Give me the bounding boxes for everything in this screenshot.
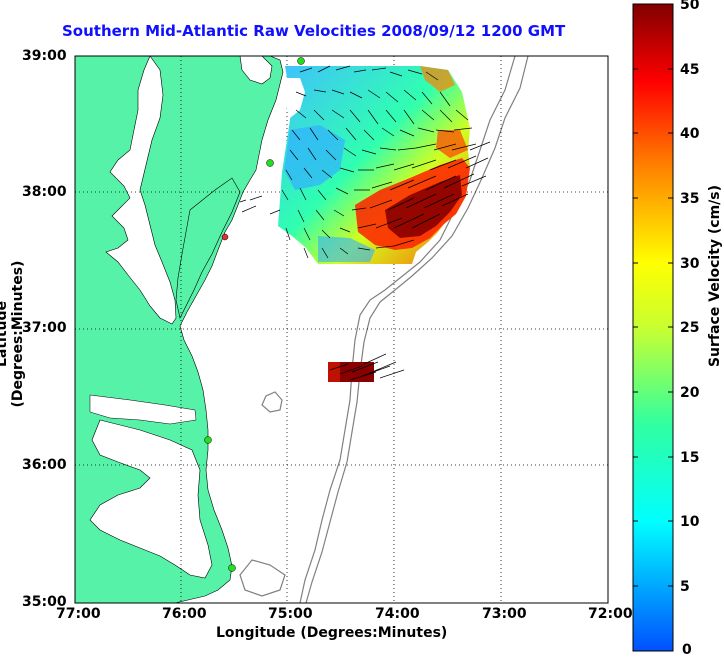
grid-lines <box>75 56 608 603</box>
y-axis-label: Latitude (Degrees:Minutes) <box>0 260 26 408</box>
colorbar-tick-label: 30 <box>680 256 700 272</box>
velocity-field-north <box>278 66 470 264</box>
colorbar-tick-label: 0 <box>682 642 692 658</box>
x-tick-label: 73:00 <box>482 606 527 622</box>
radar-site-active <box>228 564 236 572</box>
radar-site-active <box>204 436 212 444</box>
vector-field-south <box>329 353 405 381</box>
y-tick-label: 39:00 <box>22 48 67 64</box>
x-tick-label: 75:00 <box>268 606 313 622</box>
x-tick-label: 76:00 <box>162 606 207 622</box>
x-tick-label: 77:00 <box>56 606 101 622</box>
y-tick-label: 38:00 <box>22 184 67 200</box>
colorbar-ticks <box>633 3 673 587</box>
colorbar-tick-label: 5 <box>680 579 690 595</box>
colorbar-tick-label: 40 <box>680 126 700 142</box>
colorbar-tick-label: 15 <box>680 450 700 466</box>
velocity-vectors <box>239 56 491 381</box>
radar-sites <box>204 57 305 572</box>
x-axis-label: Longitude (Degrees:Minutes) <box>216 625 448 641</box>
y-tick-label: 35:00 <box>22 594 67 610</box>
radar-site-active <box>266 159 274 167</box>
colorbar-tick-label: 10 <box>680 514 700 530</box>
albemarle-sound <box>89 394 197 425</box>
colorbar <box>632 3 674 652</box>
chart-title: Southern Mid-Atlantic Raw Velocities 200… <box>62 22 566 40</box>
pamlico-sound <box>89 419 213 579</box>
x-tick-label: 72:00 <box>588 606 633 622</box>
radar-site-inactive <box>221 233 229 241</box>
y-tick-label: 37:00 <box>22 320 67 336</box>
colorbar-tick-label: 25 <box>680 320 700 336</box>
radar-site-active <box>297 57 305 65</box>
colorbar-tick-label: 50 <box>680 0 700 13</box>
colorbar-tick-label: 20 <box>680 385 700 401</box>
delmarva-shore <box>175 177 241 319</box>
chesapeake-bay <box>105 56 177 325</box>
colorbar-tick-label: 35 <box>680 191 700 207</box>
bathymetry-contours <box>239 56 529 603</box>
delaware-bay <box>239 56 273 85</box>
vector-field-north <box>239 56 491 259</box>
colorbar-tick-label: 45 <box>680 62 700 78</box>
y-tick-label: 36:00 <box>22 457 67 473</box>
colorbar-label: Surface Velocity (cm/s) <box>707 184 723 368</box>
x-tick-label: 74:00 <box>375 606 420 622</box>
